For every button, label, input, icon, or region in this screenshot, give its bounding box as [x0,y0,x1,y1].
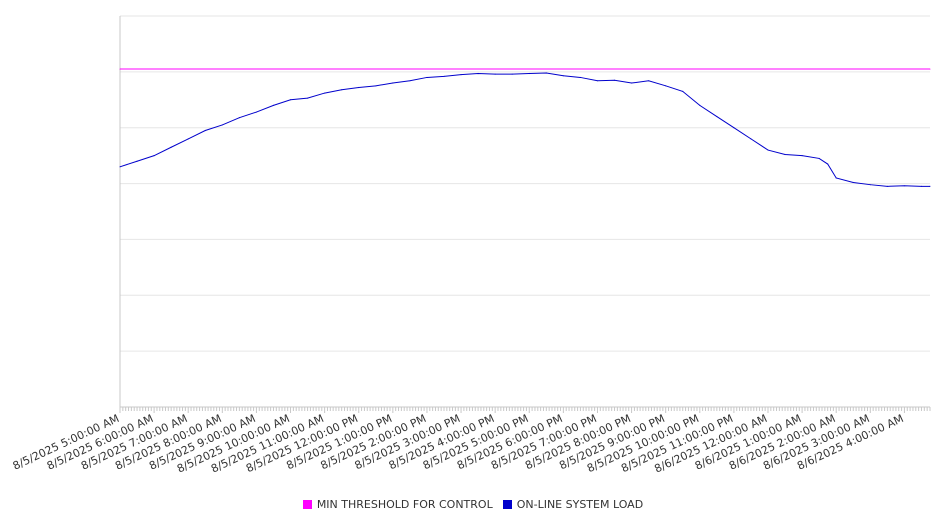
data-point-system-load [358,86,360,89]
legend-swatch-threshold [302,500,312,509]
data-point-system-load [187,138,189,140]
data-point-system-load [801,155,803,157]
data-point-min-threshold [119,68,121,70]
data-point-system-load [920,185,923,187]
data-point-system-load [306,97,309,99]
data-point-system-load [324,92,326,94]
data-point-system-load [170,146,172,148]
data-point-system-load [648,80,650,82]
data-point-system-load [784,153,786,156]
data-point-system-load [665,85,667,87]
data-point-system-load [341,89,343,91]
legend-item-threshold[interactable]: MIN THRESHOLD FOR CONTROL [302,498,493,511]
data-point-system-load [733,127,735,129]
data-point-system-load [630,82,633,84]
data-point-system-load [443,75,445,77]
data-point-system-load [929,185,931,187]
data-point-system-load [869,184,871,186]
data-point-system-load [886,185,888,187]
data-point-system-load [716,115,718,118]
data-point-system-load [827,163,829,165]
series-line-system-load [119,72,930,187]
legend: MIN THRESHOLD FOR CONTROL ON-LINE SYSTEM… [0,498,946,511]
data-point-system-load [835,177,837,179]
data-point-system-load [818,157,820,160]
data-point-system-load [477,72,479,75]
data-point-system-load [426,76,428,79]
legend-label-system-load: ON-LINE SYSTEM LOAD [516,498,644,511]
data-point-system-load [204,129,206,132]
data-point-system-load [767,149,769,151]
data-point-system-load [511,73,513,75]
data-point-system-load [596,80,599,82]
data-point-system-load [409,80,411,82]
data-point-system-load [562,75,564,77]
data-point-system-load [528,72,530,75]
legend-swatch-system-load [502,500,512,509]
data-point-system-load [579,76,582,79]
data-point-system-load [238,117,240,119]
data-point-min-threshold [929,68,931,70]
data-point-system-load [221,124,223,126]
legend-label-threshold: MIN THRESHOLD FOR CONTROL [316,498,493,511]
data-point-system-load [272,104,275,106]
data-point-system-load [545,72,547,74]
data-point-system-load [375,85,377,87]
data-point-system-load [682,90,684,93]
data-point-system-load [136,160,138,162]
data-point-system-load [852,181,854,184]
legend-item-system-load[interactable]: ON-LINE SYSTEM LOAD [502,498,644,511]
data-point-system-load [903,185,906,187]
data-point-system-load [699,104,701,106]
data-point-system-load [255,111,258,113]
data-point-system-load [750,138,752,140]
data-point-system-load [460,74,462,76]
data-point-system-load [289,99,292,101]
data-point-system-load [613,79,616,81]
data-point-system-load [494,73,496,75]
data-point-system-load [153,155,155,157]
data-point-system-load [119,166,121,168]
data-point-system-load [392,82,394,84]
